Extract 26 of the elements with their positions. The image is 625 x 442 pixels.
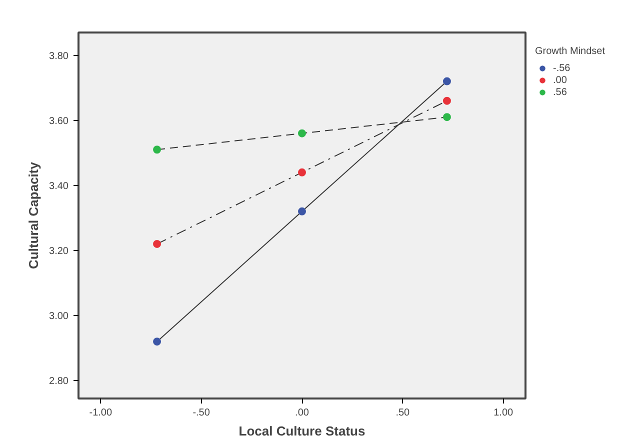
y-tick-label: 2.80 [49,376,69,388]
legend-label: .00 [553,74,568,86]
legend-title: Growth Mindset [535,46,606,57]
point [153,146,162,154]
y-axis-title: Cultural Capacity [26,161,42,269]
y-tick-label: 3.20 [49,246,69,257]
y-tick-label: 3.40 [49,180,69,192]
point [442,113,451,122]
x-tick-label: 1.00 [494,408,514,418]
x-tick-label: .50 [396,408,410,418]
x-tick-label: -.50 [192,408,210,418]
point [442,96,451,105]
y-tick-label: 3.00 [49,311,69,322]
point [442,77,451,86]
y-tick-label: 3.80 [49,50,69,62]
x-axis-title: Local Culture Status [238,424,366,438]
point [153,338,162,346]
x-tick-label: .00 [295,408,310,418]
y-tick-label: 3.60 [49,116,69,127]
point [298,129,306,138]
legend-label: .56 [553,86,568,98]
legend-label: -.56 [553,62,572,74]
point [298,168,306,176]
x-tick-label: -1.00 [89,408,112,418]
point [298,207,306,216]
point [153,240,162,248]
